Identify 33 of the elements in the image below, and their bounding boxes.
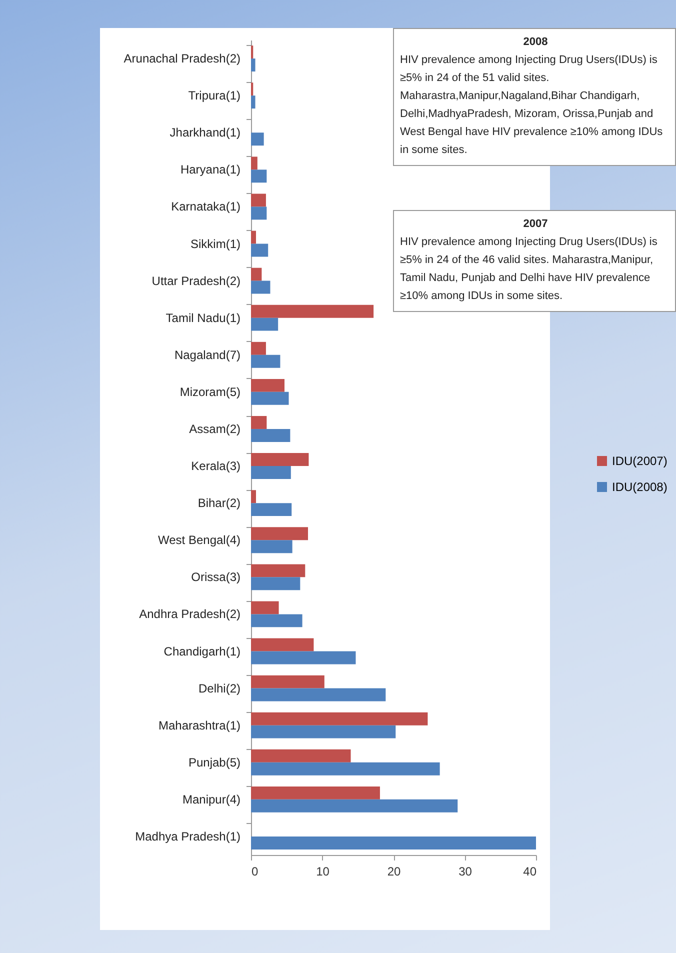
y-tick-label: Assam(2) bbox=[189, 422, 240, 436]
y-tick-label: Bihar(2) bbox=[198, 496, 240, 510]
x-tick-label: 0 bbox=[252, 864, 258, 878]
y-tick-label: Uttar Pradesh(2) bbox=[152, 274, 240, 288]
legend-label: IDU(2008) bbox=[612, 480, 668, 494]
y-tick-label: Delhi(2) bbox=[198, 681, 240, 696]
y-tick-label: Tamil Nadu(1) bbox=[166, 310, 240, 325]
x-tick-label: 30 bbox=[458, 864, 472, 878]
annotation: HIV prevalence among Injecting Drug Users(IDUs) is ≥5% in 24 of the 51 valid sites. Maharastra,Manipur,Nagaland,Bihar Chandigarh, Delhi,MadhyaPradesh, Mizoram, Orissa,Punjab and West Bengal have HIV prevalence ≥10% among IDUs in some sites. bbox=[400, 53, 664, 158]
y-tick-label: Nagaland(7) bbox=[174, 348, 240, 362]
y-tick-label: Punjab(5) bbox=[188, 755, 241, 770]
annotation: 2007 bbox=[522, 217, 549, 232]
y-tick-label: Andhra Pradesh(2) bbox=[139, 607, 241, 622]
y-tick-label: Manipur(4) bbox=[182, 792, 240, 806]
y-tick-label: Tripura(1) bbox=[188, 88, 240, 103]
y-tick-label: Madhya Pradesh(1) bbox=[135, 829, 240, 844]
annotation: 2008 bbox=[522, 35, 549, 50]
legend-label: IDU(2007) bbox=[612, 454, 668, 468]
y-tick-label: Maharashtra(1) bbox=[158, 718, 241, 732]
y-tick-label: Orissa(3) bbox=[191, 570, 240, 584]
x-tick-label: 10 bbox=[316, 864, 330, 878]
x-tick-label: 40 bbox=[523, 864, 537, 878]
x-tick-label: 20 bbox=[387, 864, 401, 878]
y-tick-label: Haryana(1) bbox=[180, 162, 240, 177]
y-tick-label: Chandigarh(1) bbox=[164, 644, 240, 658]
y-tick-label: Arunachal Pradesh(2) bbox=[124, 52, 240, 66]
y-tick-label: Kerala(3) bbox=[191, 459, 240, 474]
y-tick-label: West Bengal(4) bbox=[158, 533, 240, 548]
y-tick-label: Karnataka(1) bbox=[171, 200, 240, 214]
annotation: HIV prevalence among Injecting Drug Users(IDUs) is ≥5% in 24 of the 46 valid sites. Maharastra,Manipur, Tamil Nadu, Punjab and Delhi have HIV prevalence ≥10% among IDUs in some sites. bbox=[400, 235, 658, 304]
y-tick-label: Sikkim(1) bbox=[190, 236, 240, 251]
y-tick-label: Jharkhand(1) bbox=[170, 126, 240, 140]
y-tick-label: Mizoram(5) bbox=[180, 384, 240, 399]
